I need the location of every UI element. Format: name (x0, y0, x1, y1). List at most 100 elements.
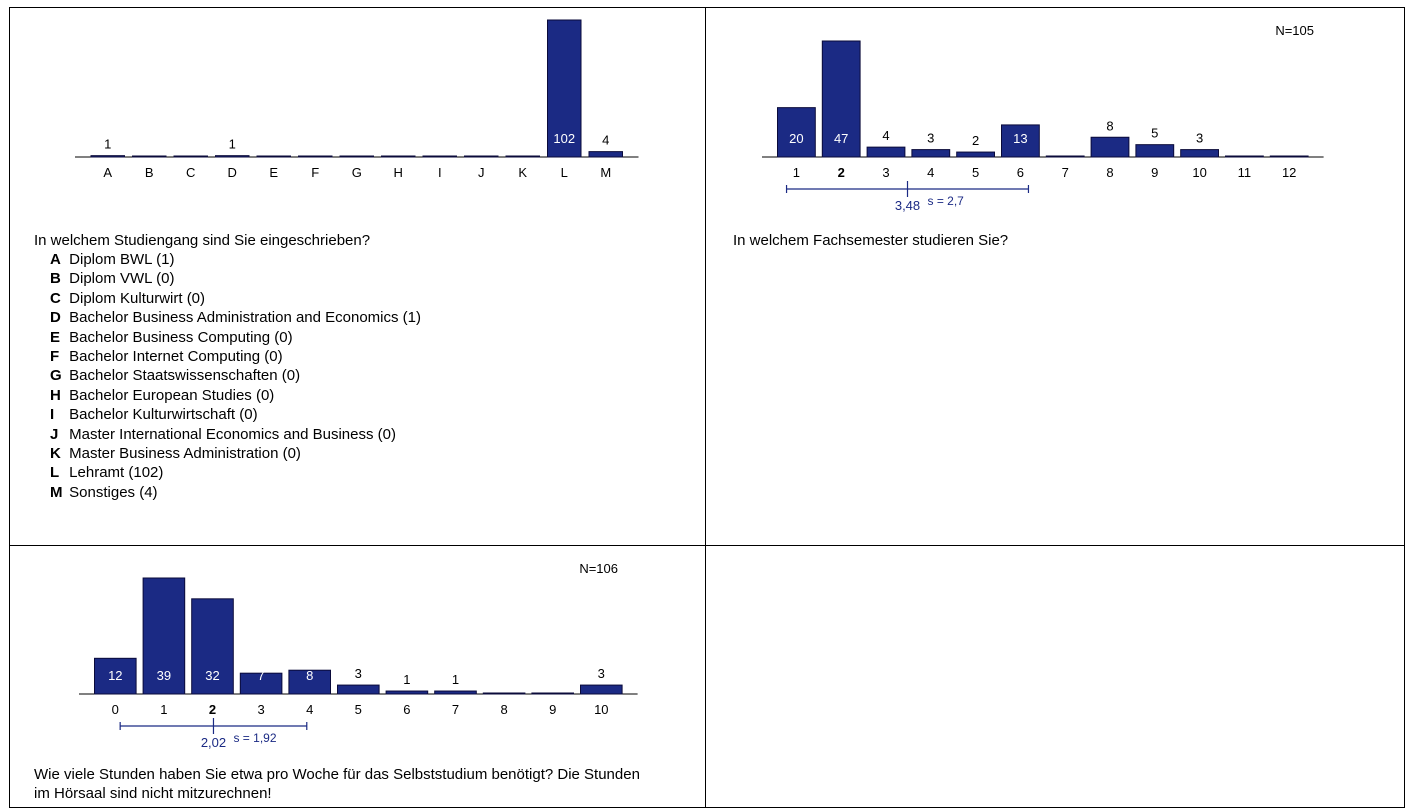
bar-value-label: 4 (602, 133, 609, 148)
row-divider (9, 545, 1405, 546)
bar (337, 684, 380, 695)
x-tick-label: 6 (1017, 165, 1024, 180)
answer-option-text: Master Business Administration (0) (65, 445, 301, 463)
answer-option-key: C (50, 289, 61, 307)
x-tick-label: 2 (838, 165, 845, 180)
sample-size-label: N=105 (1275, 23, 1314, 38)
bar (339, 155, 374, 158)
bar (1045, 155, 1085, 158)
x-tick-label: M (600, 165, 611, 180)
x-tick-label: 0 (112, 702, 119, 717)
answer-option-key: E (50, 328, 61, 346)
x-tick-label: 1 (793, 165, 800, 180)
question-studiengang: In welchem Studiengang sind Sie eingesch… (34, 232, 371, 249)
bar-value-label: 13 (1013, 131, 1027, 146)
bar (588, 151, 623, 158)
mean-label: 3,48 (895, 198, 920, 213)
bar (531, 692, 574, 695)
answer-option: G Bachelor Staatswissenschaften (0) (50, 366, 421, 385)
x-tick-label: 8 (1106, 165, 1113, 180)
x-tick-label: 3 (882, 165, 889, 180)
x-tick-label: 11 (1238, 165, 1252, 180)
column-divider (705, 7, 706, 808)
bar (90, 155, 125, 158)
bar-value-label: 1 (403, 672, 410, 687)
answer-option-text: Bachelor Internet Computing (0) (65, 348, 283, 366)
answer-option: A Diplom BWL (1) (50, 250, 421, 269)
answer-option-text: Bachelor Kulturwirtschaft (0) (65, 406, 258, 424)
sd-label: s = 2,7 (928, 194, 965, 208)
bar (1225, 155, 1264, 158)
answer-option-key: G (50, 367, 62, 385)
x-tick-label: 8 (500, 702, 507, 717)
x-tick-label: B (145, 165, 154, 180)
x-tick-label: G (352, 165, 362, 180)
x-tick-label: 4 (927, 165, 934, 180)
bar (547, 19, 582, 158)
bar (911, 149, 951, 158)
bar (173, 155, 208, 158)
x-tick-label: 10 (594, 702, 608, 717)
x-tick-label: K (518, 165, 527, 180)
answer-option-key: L (50, 464, 60, 482)
x-tick-label: E (269, 165, 278, 180)
bar-value-label: 2 (972, 133, 979, 148)
sd-label: s = 1,92 (233, 731, 276, 745)
x-tick-label: I (438, 165, 442, 180)
bar-value-label: 8 (1106, 118, 1113, 133)
answer-option-text: Master International Economics and Busin… (65, 425, 396, 443)
x-tick-label: 9 (1151, 165, 1158, 180)
x-tick-label: 4 (306, 702, 313, 717)
bar (256, 155, 291, 158)
answer-option: J Master International Economics and Bus… (50, 425, 421, 444)
answer-option-key: F (50, 348, 60, 366)
bar (381, 155, 416, 158)
bar-value-label: 102 (553, 131, 575, 146)
bar (142, 577, 186, 695)
bar (580, 684, 623, 695)
answer-option-text: Bachelor Business Administration and Eco… (65, 309, 422, 327)
sample-size-label: N=106 (579, 561, 618, 576)
bar-value-label: 8 (306, 668, 313, 683)
bar-value-label: 1 (229, 137, 236, 152)
answer-option-key: J (50, 425, 59, 443)
question-fachsemester: In welchem Fachsemester studieren Sie? (733, 232, 1009, 249)
x-tick-label: 7 (452, 702, 459, 717)
x-tick-label: 5 (972, 165, 979, 180)
x-tick-label: 6 (403, 702, 410, 717)
bar-value-label: 3 (598, 666, 605, 681)
answer-option-text: Bachelor Business Computing (0) (65, 328, 293, 346)
answer-option-key: A (50, 251, 61, 268)
answer-option-key: D (50, 309, 61, 327)
mean-label: 2,02 (201, 735, 226, 750)
answer-option: C Diplom Kulturwirt (0) (50, 289, 421, 308)
answer-option-key: K (50, 445, 61, 463)
answer-option: K Master Business Administration (0) (50, 444, 421, 463)
bar (1135, 144, 1175, 158)
x-tick-label: 5 (355, 702, 362, 717)
answer-option-key: H (50, 386, 61, 404)
bar (821, 40, 861, 158)
answer-option-key: M (50, 483, 63, 501)
x-tick-label: 1 (160, 702, 167, 717)
bar-value-label: 47 (834, 131, 848, 146)
fachsemester-bar-chart: 20 1 47 2 4 3 3 4 2 5 13 6 7 8 8 5 9 3 10 11 12 N=105 3,48 s = … (762, 23, 1324, 213)
bar (1090, 136, 1130, 158)
bar-value-label: 4 (882, 128, 889, 143)
x-tick-label: 3 (257, 702, 264, 717)
bar-value-label: 32 (205, 668, 219, 683)
answer-option-text: Diplom BWL (1) (65, 251, 175, 268)
x-tick-label: F (311, 165, 319, 180)
x-tick-label: D (228, 165, 237, 180)
x-tick-label: A (103, 165, 112, 180)
answer-option-text: Diplom Kulturwirt (0) (65, 289, 206, 307)
answer-option: D Bachelor Business Administration and E… (50, 308, 421, 327)
bar (132, 155, 167, 158)
selbststudium-bar-chart: 12 0 39 1 32 2 7 3 8 4 3 5 1 6 1 7 8 9 3 10 N=106 2,02 s = 1,9… (79, 561, 638, 750)
survey-grid (9, 7, 1405, 808)
answer-option-text: Sonstiges (4) (65, 483, 158, 501)
bar-value-label: 1 (452, 672, 459, 687)
x-tick-label: J (478, 165, 485, 180)
x-tick-label: 12 (1282, 165, 1296, 180)
answer-options-list: A Diplom BWL (1) B Diplom VWL (0) C Diplom… (50, 250, 421, 502)
